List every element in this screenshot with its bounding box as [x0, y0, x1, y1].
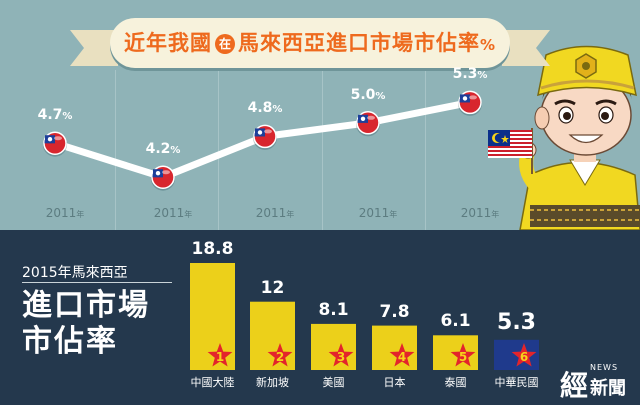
line-value-label: 4.2% — [145, 141, 181, 158]
rank-number: 2 — [276, 350, 284, 364]
taiwan-flag-marker — [253, 124, 277, 150]
bar — [311, 323, 356, 370]
title-banner: 近年我國在馬來西亞進口市場市佔率% — [70, 18, 550, 78]
title-unit: % — [479, 36, 497, 54]
rank-star — [450, 343, 476, 367]
bar-category-label: 泰國 — [444, 376, 467, 389]
line-value-label: 4.8% — [247, 100, 283, 117]
divider — [218, 70, 219, 230]
x-tick-label: 2011年 — [45, 206, 85, 220]
title-badge: 在 — [214, 34, 235, 54]
bar-category-label: 日本 — [383, 376, 406, 389]
x-tick-label: 2011年 — [153, 206, 193, 220]
line-value-label: 5.3% — [452, 66, 488, 83]
taiwan-flag-marker — [458, 90, 482, 116]
bar-category-label: 新加坡 — [256, 376, 289, 389]
malaysia-flag-icon — [488, 128, 533, 174]
bar — [250, 301, 295, 370]
chart-title: 近年我國在馬來西亞進口市場市佔率% — [110, 18, 510, 68]
x-tick-label: 2011年 — [358, 206, 398, 220]
bar-category-label: 美國 — [322, 376, 345, 389]
divider — [425, 70, 426, 230]
bottom-panel: 2015年馬來西亞 進口市場市佔率 — [0, 230, 640, 405]
x-tick-label: 2011年 — [255, 206, 295, 220]
bar-value-label: 18.8 — [191, 239, 234, 259]
rank-number: 6 — [520, 350, 528, 364]
line-value-label: 4.7% — [37, 107, 73, 124]
rank-star — [511, 343, 537, 367]
line-chart — [43, 90, 482, 191]
banner-ribbons — [70, 30, 550, 66]
taiwan-flag-marker — [43, 131, 67, 157]
logo-sub: 新聞 — [590, 378, 626, 399]
mascot-illustration — [519, 45, 640, 230]
taiwan-flag-marker — [356, 111, 380, 137]
bar-value-label: 7.8 — [379, 301, 410, 322]
x-tick-label: 2011年 — [460, 206, 500, 220]
bar-value-label: 12 — [260, 277, 285, 298]
taiwan-flag-marker — [151, 165, 175, 191]
subtitle-underline — [22, 282, 172, 283]
rank-number: 1 — [216, 350, 224, 364]
bar — [372, 325, 417, 370]
bar-category-label: 中華民國 — [494, 376, 539, 389]
rank-star — [207, 343, 233, 367]
title-text: 近年我國 — [123, 31, 212, 55]
rank-number: 4 — [398, 350, 406, 364]
rank-number: 3 — [337, 350, 345, 364]
rank-star — [389, 343, 415, 367]
divider — [115, 70, 116, 230]
rank-number: 5 — [459, 350, 467, 364]
news-logo: 經 NEWS 新聞 — [560, 360, 636, 402]
bar-category-label: 中國大陸 — [190, 376, 235, 389]
divider — [322, 70, 323, 230]
bar-value-label: 6.1 — [440, 311, 471, 332]
bar-chart-title: 進口市場市佔率 — [22, 288, 150, 359]
title-text-2: 馬來西亞進口市場市佔率 — [237, 31, 480, 55]
bar-value-label: 8.1 — [318, 299, 349, 320]
rank-star — [267, 343, 293, 367]
bar-chart-subtitle: 2015年馬來西亞 — [22, 265, 128, 281]
bar-value-label: 5.3 — [497, 309, 536, 335]
logo-news: NEWS — [590, 363, 619, 372]
rank-star — [328, 343, 354, 367]
line-value-label: 5.0% — [350, 86, 386, 103]
logo-main: 經 — [560, 369, 589, 402]
